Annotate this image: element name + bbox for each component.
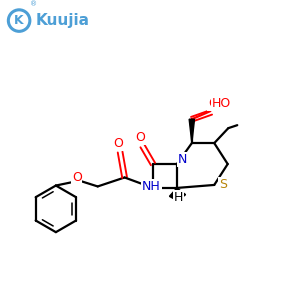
Text: Kuujia: Kuujia [35,13,89,28]
Text: HO: HO [212,97,231,110]
Polygon shape [169,188,177,199]
Text: O: O [135,131,145,144]
Polygon shape [147,183,154,189]
Text: NH: NH [142,180,161,193]
Text: O: O [114,137,124,150]
Text: N: N [178,153,187,166]
Text: O: O [208,97,218,110]
Text: O: O [72,171,82,184]
Polygon shape [189,119,194,143]
Text: ®: ® [30,2,37,8]
Text: S: S [219,178,227,191]
Polygon shape [177,188,186,198]
Text: K: K [14,14,24,27]
Text: H: H [174,191,183,204]
